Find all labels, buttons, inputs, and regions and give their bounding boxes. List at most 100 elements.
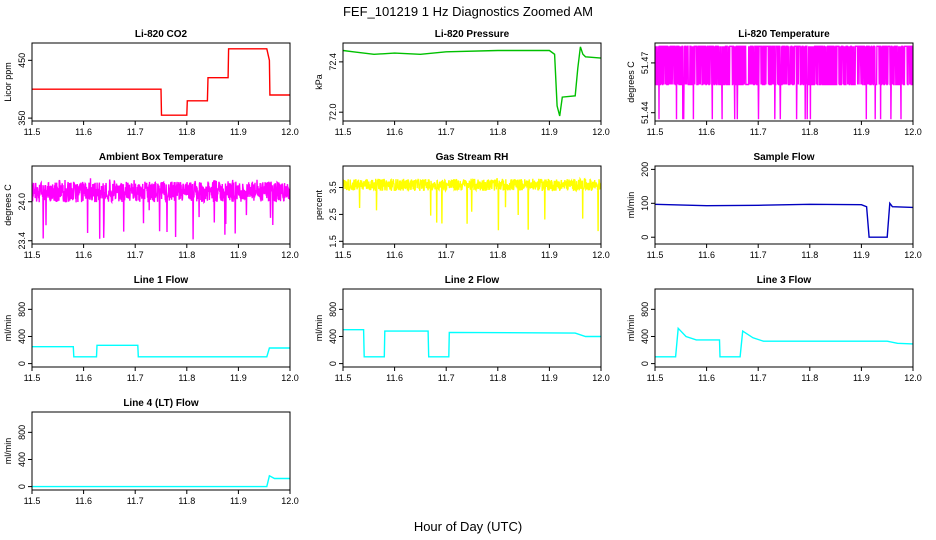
x-tick-label: 11.7 — [438, 127, 455, 137]
x-tick-label: 11.7 — [750, 373, 767, 383]
chart-panel: Gas Stream RH 11.5 11.6 11.7 11.8 11.9 12.0 1.5… — [314, 152, 610, 260]
x-tick-label: 11.9 — [541, 373, 558, 383]
x-tick-label: 12.0 — [904, 127, 922, 137]
x-tick-label: 12.0 — [592, 250, 610, 260]
panels-group: Li-820 CO2 11.5 11.6 11.7 11.8 11.9 12.0 350 450… — [3, 29, 922, 506]
x-tick-label: 11.6 — [75, 373, 92, 383]
panel-title: Li-820 Temperature — [738, 29, 830, 40]
x-tick-label: 11.9 — [853, 373, 870, 383]
panel-title: Sample Flow — [753, 152, 814, 163]
y-tick-label: 72.4 — [328, 53, 338, 71]
x-tick-label: 12.0 — [592, 127, 610, 137]
x-tick-label: 11.5 — [335, 250, 352, 260]
y-tick-label: 350 — [17, 111, 27, 126]
y-tick-label: 3.5 — [328, 181, 338, 194]
x-tick-label: 11.7 — [438, 250, 455, 260]
chart-panel: Li-820 CO2 11.5 11.6 11.7 11.8 11.9 12.0 350 450… — [3, 29, 299, 137]
plot-frame — [342, 42, 602, 122]
x-tick-label: 11.8 — [489, 127, 506, 137]
x-tick-label: 11.5 — [647, 373, 664, 383]
x-tick-label: 11.6 — [386, 250, 403, 260]
x-tick-label: 11.5 — [647, 127, 664, 137]
x-tick-label: 11.9 — [853, 250, 870, 260]
x-tick-label: 11.5 — [24, 373, 41, 383]
y-axis-label: percent — [314, 189, 324, 220]
x-tick-label: 11.5 — [24, 496, 41, 506]
x-tick-label: 11.8 — [801, 373, 818, 383]
x-tick-label: 11.5 — [335, 373, 352, 383]
x-tick-label: 11.8 — [489, 373, 506, 383]
x-tick-label: 11.8 — [178, 373, 195, 383]
panel-title: Ambient Box Temperature — [99, 152, 224, 163]
x-tick-label: 11.9 — [230, 250, 247, 260]
y-tick-label: 400 — [17, 329, 27, 344]
x-tick-label: 11.7 — [127, 496, 144, 506]
y-tick-label: 450 — [17, 53, 27, 68]
x-tick-label: 11.6 — [75, 250, 92, 260]
y-tick-label: 200 — [640, 162, 650, 177]
y-axis-label: ml/min — [626, 192, 636, 219]
plot-frame — [31, 288, 291, 368]
y-tick-label: 400 — [328, 329, 338, 344]
y-axis-label: degrees C — [3, 184, 13, 226]
x-tick-label: 11.5 — [24, 127, 41, 137]
y-tick-label: 800 — [17, 425, 27, 440]
x-tick-label: 12.0 — [281, 250, 299, 260]
y-tick-label: 0 — [17, 484, 27, 489]
x-tick-label: 11.5 — [647, 250, 664, 260]
x-tick-label: 12.0 — [904, 250, 922, 260]
chart-panel: Sample Flow 11.5 11.6 11.7 11.8 11.9 12.0 0 100 2… — [626, 152, 922, 260]
x-tick-label: 11.8 — [178, 127, 195, 137]
y-tick-label: 51.47 — [640, 52, 650, 75]
y-axis-label: ml/min — [626, 315, 636, 342]
panel-title: Line 4 (LT) Flow — [123, 398, 199, 409]
panel-title: Li-820 CO2 — [135, 29, 188, 40]
y-axis-label: ml/min — [3, 315, 13, 342]
series-line — [343, 176, 601, 232]
series-line — [655, 201, 913, 238]
series-line — [343, 46, 601, 117]
x-tick-label: 11.6 — [698, 373, 715, 383]
y-axis-label: degrees C — [626, 61, 636, 103]
x-tick-label: 12.0 — [592, 373, 610, 383]
x-tick-label: 11.6 — [75, 496, 92, 506]
y-tick-label: 400 — [17, 452, 27, 467]
plot-frame — [31, 411, 291, 491]
y-tick-label: 800 — [640, 302, 650, 317]
y-tick-label: 23.4 — [17, 232, 27, 250]
y-tick-label: 800 — [328, 302, 338, 317]
y-axis-label: kPa — [314, 74, 324, 90]
x-tick-label: 11.9 — [230, 127, 247, 137]
series-line — [343, 329, 601, 358]
x-tick-label: 11.8 — [178, 250, 195, 260]
panel-title: Line 3 Flow — [757, 275, 812, 286]
chart-panel: Line 1 Flow 11.5 11.6 11.7 11.8 11.9 12.0 0 400 8… — [3, 275, 299, 383]
y-tick-label: 800 — [17, 302, 27, 317]
x-tick-label: 12.0 — [281, 373, 299, 383]
plot-frame — [342, 288, 602, 368]
y-tick-label: 72.0 — [328, 103, 338, 121]
chart-panel: Li-820 Temperature 11.5 11.6 11.7 11.8 11.9 12… — [626, 29, 922, 137]
panel-title: Line 2 Flow — [445, 275, 500, 286]
x-tick-label: 11.8 — [801, 127, 818, 137]
y-tick-label: 51.44 — [640, 101, 650, 124]
y-tick-label: 2.5 — [328, 208, 338, 221]
plot-frame — [654, 288, 914, 368]
y-tick-label: 0 — [17, 361, 27, 366]
y-tick-label: 400 — [640, 329, 650, 344]
y-tick-label: 24.0 — [17, 193, 27, 211]
x-tick-label: 11.7 — [127, 250, 144, 260]
chart-panel: Line 4 (LT) Flow 11.5 11.6 11.7 11.8 11.9 12.0… — [3, 398, 299, 506]
x-tick-label: 11.7 — [750, 250, 767, 260]
x-tick-label: 11.6 — [75, 127, 92, 137]
x-tick-label: 11.7 — [127, 127, 144, 137]
x-tick-label: 11.9 — [230, 496, 247, 506]
y-tick-label: 0 — [640, 235, 650, 240]
x-tick-label: 11.6 — [698, 250, 715, 260]
panel-title: Gas Stream RH — [436, 152, 509, 163]
series-line — [32, 48, 290, 116]
plot-frame — [342, 165, 602, 245]
plot-frame — [654, 42, 914, 122]
x-tick-label: 11.5 — [335, 127, 352, 137]
